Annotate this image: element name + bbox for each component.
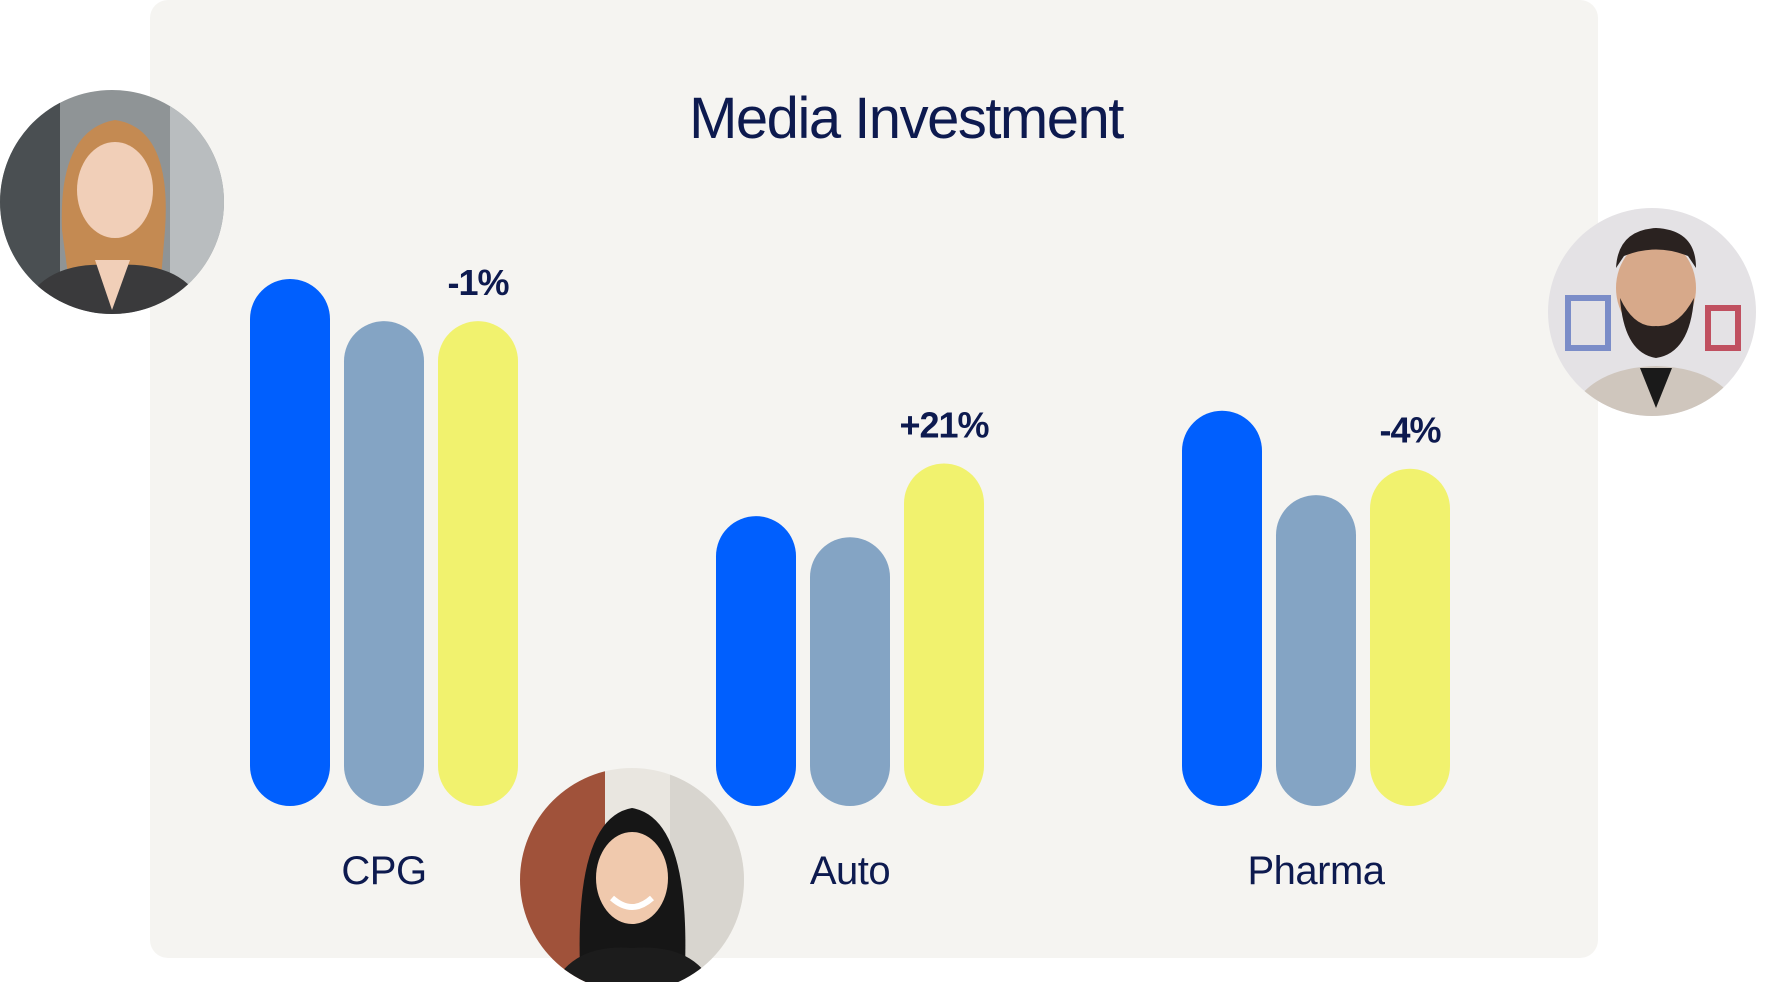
category-label-cpg: CPG	[341, 849, 426, 893]
avatar-woman-blonde	[0, 90, 224, 314]
bar-cpg-series-3	[438, 321, 518, 806]
bar-auto-series-3	[904, 463, 984, 806]
bar-pharma-series-2	[1276, 495, 1356, 806]
bars-layer	[250, 279, 1450, 806]
labels-layer: -1% CPG +21% Auto -4% Pharma	[341, 262, 1442, 893]
category-label-auto: Auto	[810, 849, 890, 893]
chart-title: Media Investment	[689, 86, 1124, 151]
woman-blonde-portrait-icon	[0, 90, 224, 314]
woman-dark-hair-portrait-icon	[520, 768, 744, 982]
avatar-man-bearded	[1548, 208, 1756, 416]
data-label-cpg: -1%	[447, 262, 509, 303]
man-bearded-portrait-icon	[1548, 208, 1756, 416]
data-label-pharma: -4%	[1379, 410, 1441, 451]
bar-auto-series-2	[810, 537, 890, 806]
bar-pharma-series-1	[1182, 410, 1262, 806]
bar-cpg-series-1	[250, 279, 330, 806]
data-label-auto: +21%	[899, 404, 989, 445]
category-label-pharma: Pharma	[1247, 849, 1385, 893]
bar-cpg-series-2	[344, 321, 424, 806]
bar-auto-series-1	[716, 516, 796, 806]
avatar-woman-dark-hair	[520, 768, 744, 982]
bar-pharma-series-3	[1370, 468, 1450, 806]
